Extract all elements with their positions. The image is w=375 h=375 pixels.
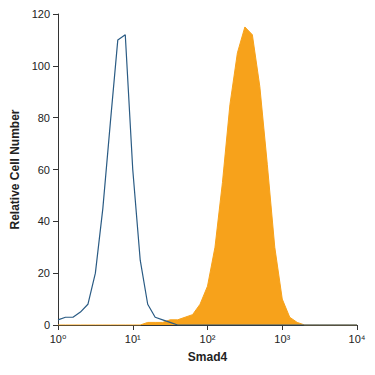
svg-text:10⁴: 10⁴ xyxy=(349,333,366,345)
svg-text:10⁰: 10⁰ xyxy=(50,333,67,345)
svg-text:120: 120 xyxy=(32,8,50,20)
svg-text:10³: 10³ xyxy=(274,333,290,345)
svg-text:10¹: 10¹ xyxy=(125,333,141,345)
svg-text:80: 80 xyxy=(38,112,50,124)
svg-text:100: 100 xyxy=(32,60,50,72)
svg-text:20: 20 xyxy=(38,267,50,279)
svg-text:Smad4: Smad4 xyxy=(188,350,228,364)
svg-text:40: 40 xyxy=(38,215,50,227)
svg-text:60: 60 xyxy=(38,164,50,176)
svg-text:0: 0 xyxy=(44,319,50,331)
svg-text:10²: 10² xyxy=(200,333,216,345)
svg-text:Relative Cell Number: Relative Cell Number xyxy=(8,109,22,229)
